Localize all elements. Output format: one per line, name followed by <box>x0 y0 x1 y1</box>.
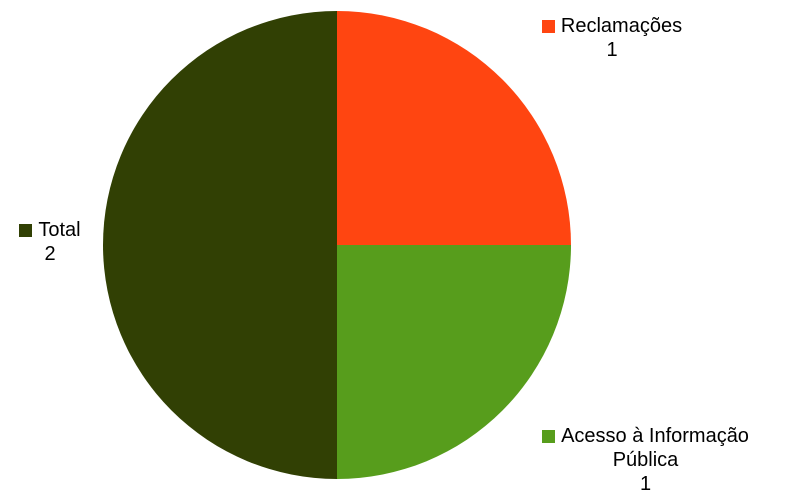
slice-total <box>103 11 337 479</box>
slice-label-total: Total 2 <box>0 218 100 266</box>
reclamacoes-label: Reclamações <box>560 15 683 37</box>
total-swatch <box>19 223 33 237</box>
slice-label-acesso: Acesso à Informação Pública 1 <box>508 424 783 496</box>
reclamacoes-swatch <box>541 19 555 33</box>
total-label: Total <box>38 219 81 241</box>
acesso-label-line2: Pública <box>612 449 679 471</box>
acesso-swatch <box>542 429 556 443</box>
reclamacoes-value: 1 <box>606 39 618 61</box>
slice-label-reclamacoes: Reclamações 1 <box>512 14 712 62</box>
total-value: 2 <box>44 243 56 265</box>
slice-reclamacoes <box>337 11 571 245</box>
acesso-value: 1 <box>639 473 652 495</box>
acesso-label-line1: Acesso à Informação <box>561 425 749 447</box>
slice-acesso-informacao <box>337 245 571 479</box>
